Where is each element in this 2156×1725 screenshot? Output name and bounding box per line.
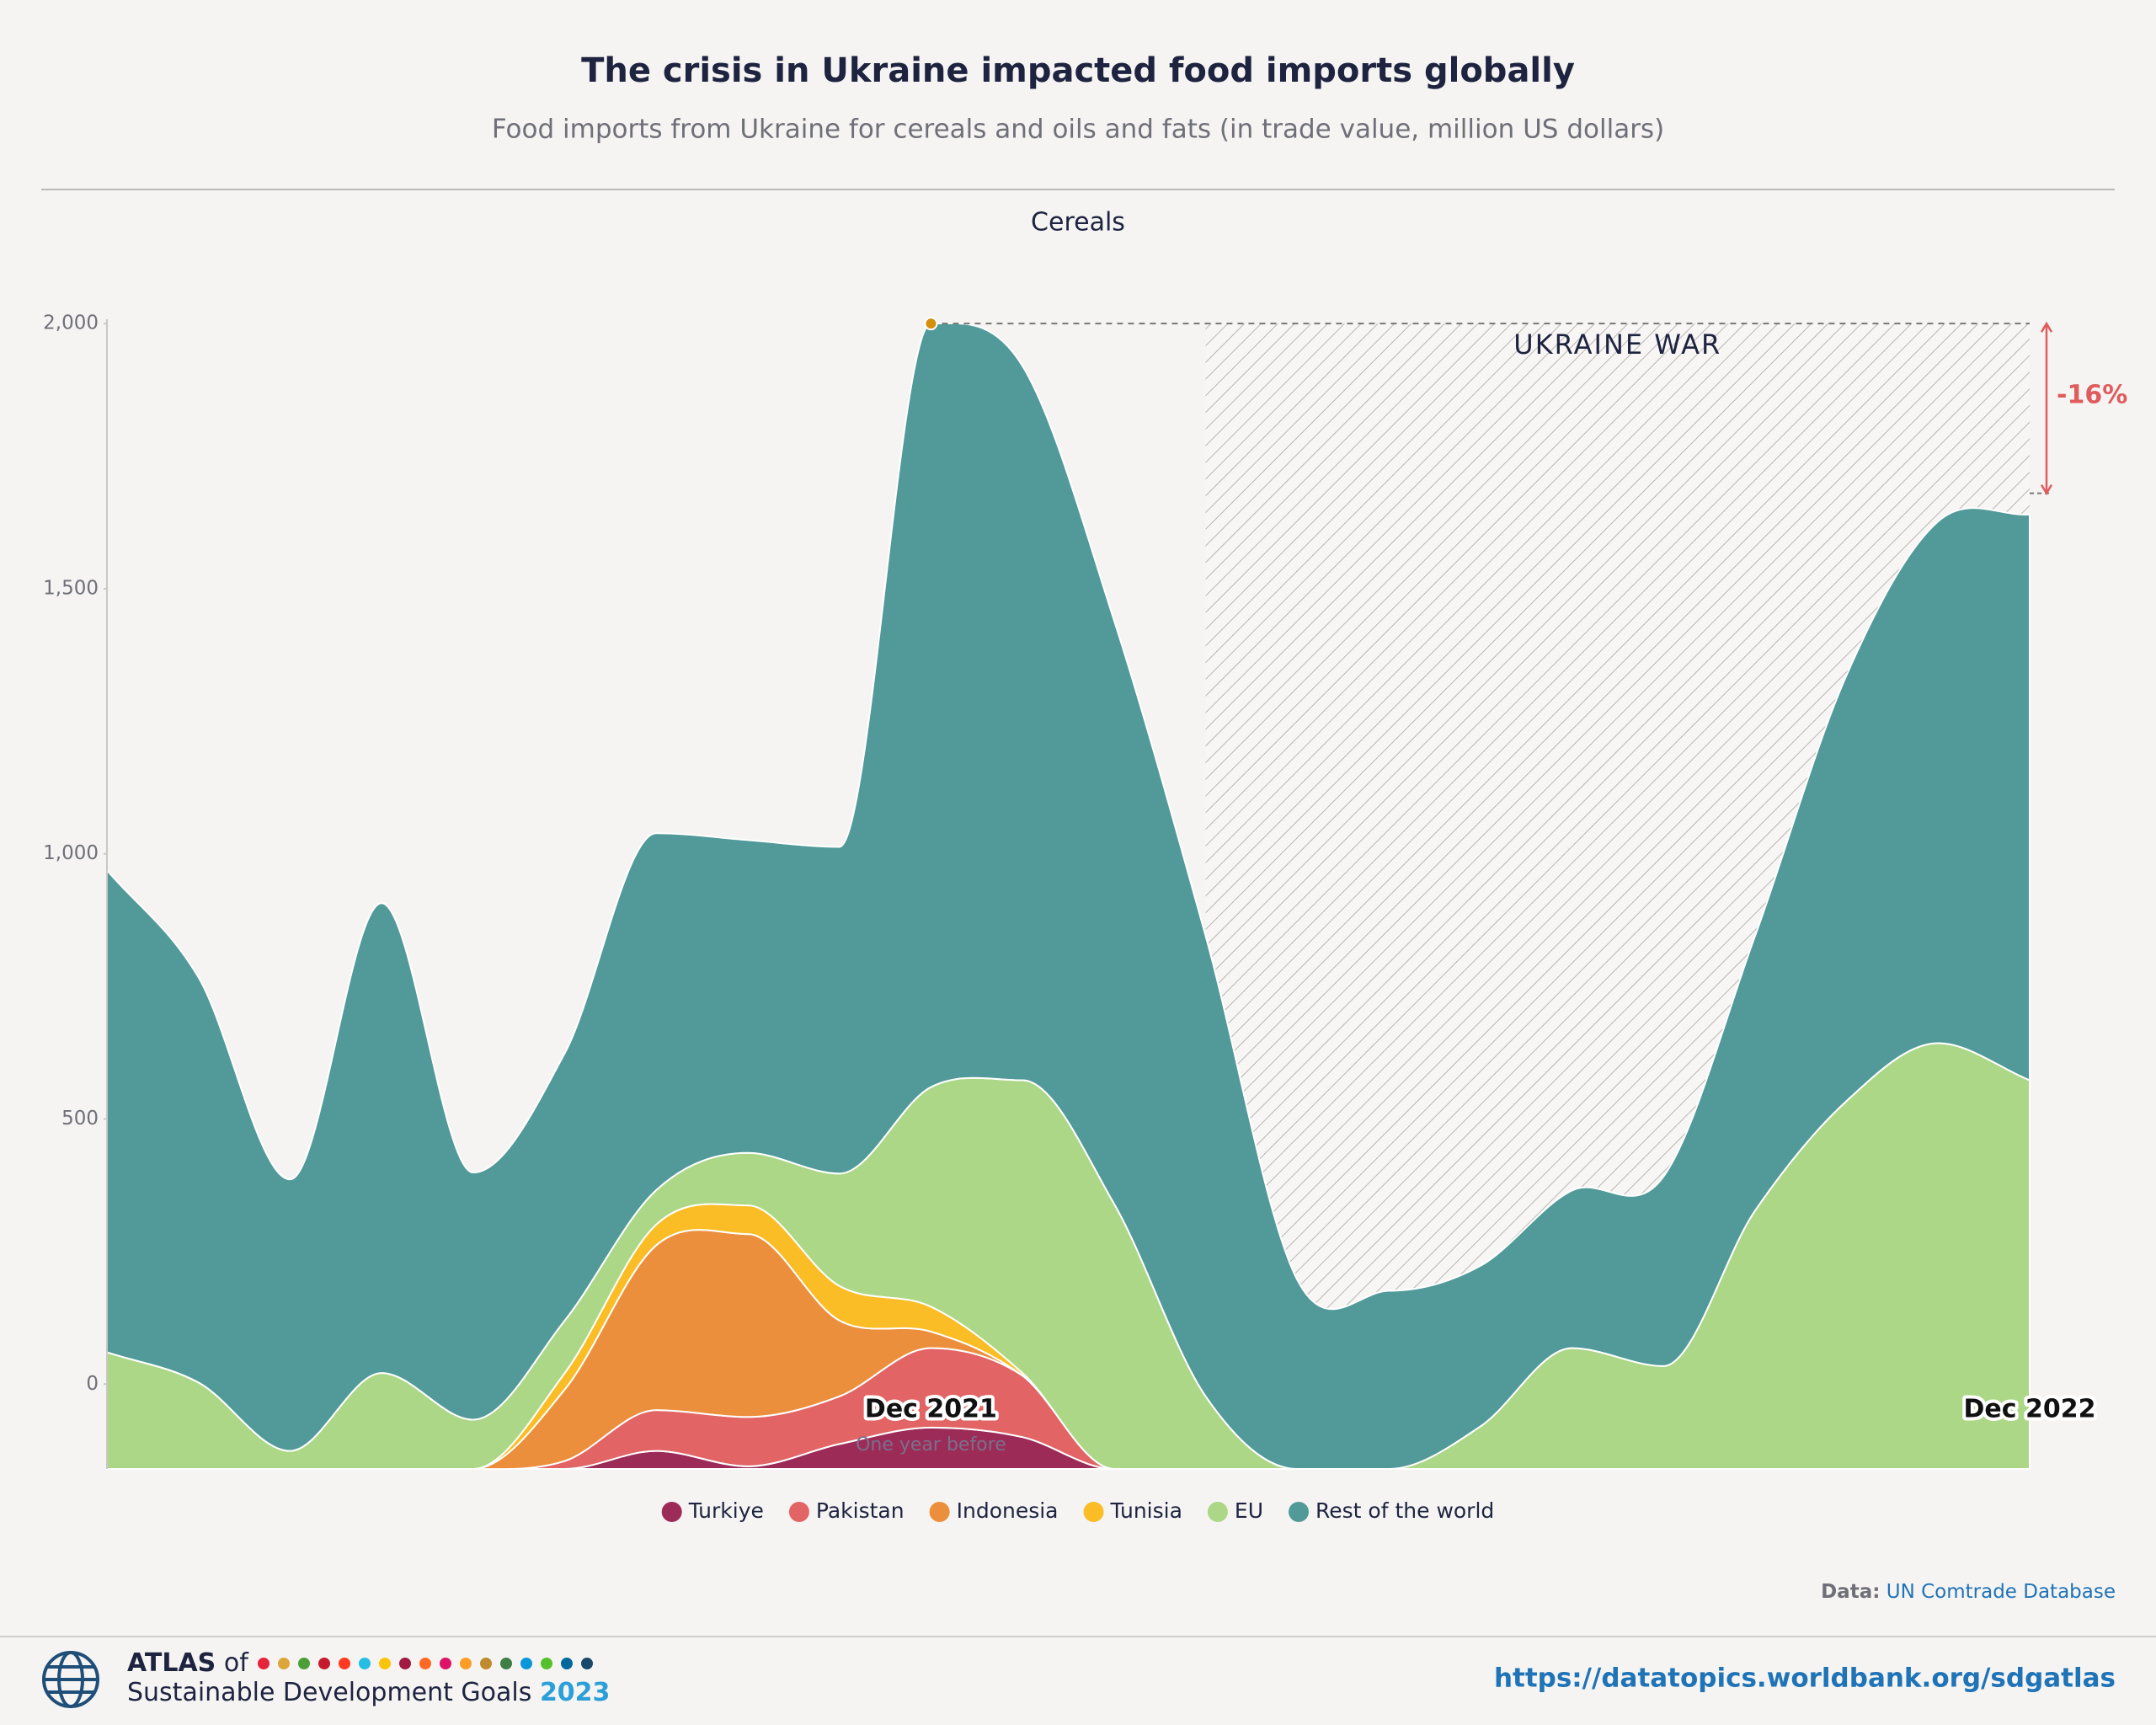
y-tick-label: 1,500 — [43, 577, 99, 599]
y-tick-label: 500 — [61, 1108, 99, 1130]
sdg-dot — [359, 1658, 371, 1669]
sdg-dot — [581, 1658, 593, 1669]
sdg-dot — [298, 1658, 310, 1669]
footer-url[interactable]: https://datatopics.worldbank.org/sdgatla… — [1494, 1664, 2116, 1694]
legend-label: Tunisia — [1110, 1498, 1182, 1523]
legend-swatch — [1207, 1502, 1228, 1522]
war-label: UKRAINE WAR — [1513, 328, 1721, 360]
chart-title: The crisis in Ukraine impacted food impo… — [581, 51, 1575, 90]
change-label: -16% — [2057, 380, 2127, 409]
plot-area: UKRAINE WAR 0 500 1,000 1,500 2,000 -16% Dec 20… — [43, 312, 2127, 1471]
x-tick-label: Dec 2021 — [865, 1395, 997, 1424]
legend-swatch — [1289, 1502, 1310, 1522]
sdg-dot — [318, 1658, 330, 1669]
y-tick-label: 2,000 — [43, 312, 99, 334]
sdg-dot — [339, 1658, 350, 1669]
legend-label: Indonesia — [957, 1498, 1059, 1523]
legend-label: Turkiye — [688, 1498, 764, 1523]
legend-swatch — [1083, 1502, 1104, 1522]
peak-dot — [924, 317, 938, 331]
sdg-dot — [460, 1658, 472, 1669]
sdg-dot — [278, 1658, 290, 1669]
source: Data: UN Comtrade Database — [1821, 1581, 2116, 1603]
area — [106, 322, 2031, 1470]
atlas-of: of — [224, 1648, 249, 1678]
sdg-dot — [419, 1658, 431, 1669]
atlas: ATLAS — [127, 1648, 216, 1678]
chart-subtitle: Food imports from Ukraine for cereals an… — [492, 115, 1664, 145]
legend-label: Pakistan — [816, 1498, 905, 1523]
sdg-dot — [480, 1658, 492, 1669]
footer-year: 2023 — [540, 1678, 611, 1707]
x-tick-label: Dec 2022 — [1964, 1395, 2096, 1424]
logo — [42, 1651, 99, 1708]
footer-atlas: ATLAS of — [127, 1648, 249, 1678]
legend: Turkiye Pakistan Indonesia Tunisia EU Rest of… — [661, 1498, 1494, 1523]
sdg-dots — [258, 1658, 593, 1669]
footer-title: Sustainable Development Goals — [127, 1678, 531, 1707]
sdg-dot — [399, 1658, 411, 1669]
legend-swatch — [661, 1502, 682, 1522]
sdg-dot — [440, 1658, 451, 1669]
arrow-head — [2040, 483, 2053, 496]
sdg-dot — [561, 1658, 573, 1669]
y-tick-label: 1,000 — [43, 842, 99, 864]
arrow-head — [2040, 321, 2053, 333]
source-link[interactable]: UN Comtrade Database — [1886, 1581, 2116, 1603]
sdg-dot — [258, 1658, 270, 1669]
panel-title: Cereals — [1031, 208, 1125, 238]
sdg-dot — [520, 1658, 532, 1669]
sdg-dot — [500, 1658, 512, 1669]
sdg-dot — [541, 1658, 552, 1669]
y-tick-label: 0 — [86, 1373, 99, 1395]
legend-label: Rest of the world — [1315, 1498, 1494, 1523]
sdg-dot — [379, 1658, 391, 1669]
legend-swatch — [929, 1502, 950, 1522]
legend-swatch — [788, 1502, 809, 1522]
legend-label: EU — [1235, 1498, 1263, 1523]
annotation: One year before — [856, 1434, 1006, 1455]
source-prefix: Data: — [1821, 1581, 1880, 1603]
footer-name: Sustainable Development Goals 2023 — [127, 1678, 610, 1707]
